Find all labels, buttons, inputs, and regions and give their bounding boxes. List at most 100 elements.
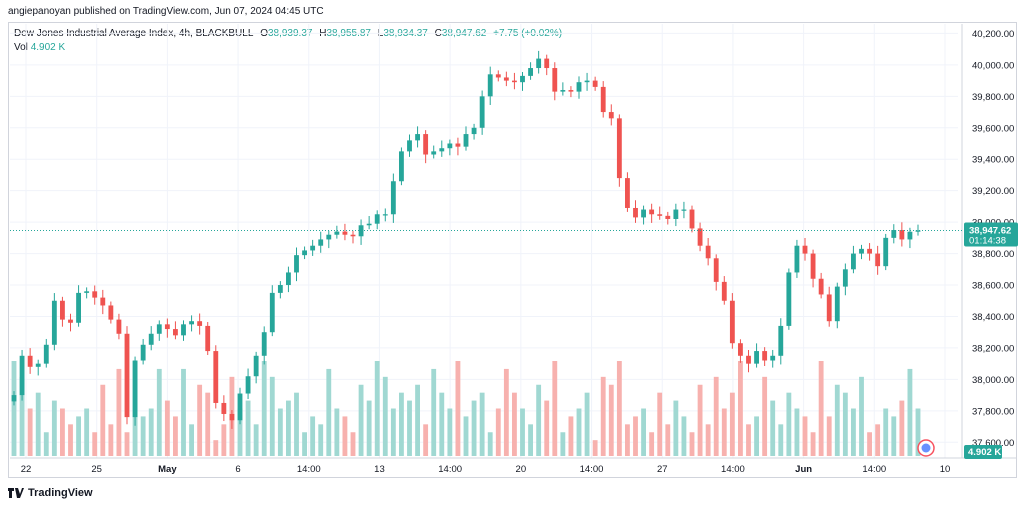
volume-bar <box>439 392 445 456</box>
volume-bar <box>423 424 429 456</box>
brand-label: TradingView <box>28 487 93 499</box>
candle-body <box>76 292 81 323</box>
volume-bar <box>374 361 380 456</box>
volume-bar <box>269 376 275 456</box>
candle-body <box>148 333 154 345</box>
candle-body <box>294 255 299 273</box>
price-tick-label: 37,800.00 <box>972 406 1014 417</box>
candle-body <box>60 300 65 320</box>
candle-body <box>479 96 485 128</box>
volume-bar <box>729 392 735 456</box>
volume-bar <box>399 392 404 456</box>
volume-bar <box>310 416 316 456</box>
candle-body <box>778 325 784 356</box>
candle-body <box>261 332 267 356</box>
volume-bar <box>181 368 186 456</box>
chart-frame <box>8 22 1017 478</box>
time-tick-label: 25 <box>91 464 102 475</box>
volume-bar <box>51 400 57 456</box>
candle-body <box>35 363 41 367</box>
candle-body <box>439 148 445 152</box>
volume-bar <box>164 400 170 456</box>
volume-bar <box>294 392 299 456</box>
price-tick-label: 39,200.00 <box>972 186 1014 197</box>
candle-body <box>584 80 590 83</box>
candle-body <box>834 286 840 322</box>
candle-body <box>415 134 420 141</box>
last-price-tag <box>964 222 1018 247</box>
candle-body <box>907 231 913 240</box>
volume-bar <box>705 424 711 456</box>
price-tick-label: 38,600.00 <box>972 281 1014 292</box>
volume-bar <box>544 400 550 456</box>
candle-body <box>665 215 671 219</box>
tradingview-brand[interactable]: TradingView <box>8 487 93 499</box>
volume-bar <box>463 416 469 456</box>
candle-body <box>818 278 824 295</box>
candle-body <box>738 343 743 356</box>
candle-body <box>520 75 525 83</box>
price-tick-label: 38,200.00 <box>972 343 1014 354</box>
volume-bar <box>899 400 905 456</box>
volume-bar <box>576 408 582 456</box>
candle-body <box>802 245 808 254</box>
volume-tag-label: 4.902 K <box>968 447 1001 458</box>
volume-bar <box>197 384 203 456</box>
volume-bar <box>592 440 598 456</box>
candle-body <box>229 413 235 421</box>
candle-body <box>245 376 251 394</box>
candle-body <box>536 58 542 69</box>
volume-bar <box>818 361 824 456</box>
volume-bar <box>657 392 663 456</box>
candle-body <box>221 402 227 414</box>
volume-bar <box>584 392 590 456</box>
countdown-label: 01:14:38 <box>969 235 1006 246</box>
candle-body <box>867 248 872 254</box>
tradingview-logo-icon <box>8 488 24 498</box>
candle-body <box>697 228 703 246</box>
volume-bar <box>770 400 776 456</box>
volume-bar <box>738 361 743 456</box>
volume-bar <box>245 400 251 456</box>
candle-body <box>883 237 889 267</box>
volume-bar <box>641 408 646 456</box>
volume-value: 4.902 K <box>30 42 66 53</box>
volume-bar <box>366 400 372 456</box>
volume-bar <box>43 432 49 456</box>
candle-body <box>326 234 332 240</box>
volume-bar <box>802 416 808 456</box>
volume-bar <box>649 432 655 456</box>
time-tick-label: 14:00 <box>297 464 321 475</box>
time-tick-label: May <box>158 464 177 475</box>
volume-bar <box>495 408 501 456</box>
candle-body <box>552 68 558 92</box>
volume-bar <box>447 408 453 456</box>
candle-body <box>423 134 429 155</box>
volume-bar <box>883 408 889 456</box>
volume-bar <box>253 424 259 456</box>
volume-bar <box>334 408 340 456</box>
time-tick-label: 10 <box>940 464 951 475</box>
candle-body <box>673 209 679 219</box>
candle-body <box>657 214 663 216</box>
volume-bar <box>205 392 211 456</box>
candle-body <box>721 281 727 301</box>
volume-bar <box>568 416 574 456</box>
volume-bar <box>68 424 73 456</box>
candle-body <box>334 231 340 235</box>
candle-body <box>544 58 550 69</box>
candle-body <box>528 68 533 76</box>
candle-body <box>842 269 848 287</box>
candle-body <box>455 143 461 147</box>
volume-bar <box>76 416 81 456</box>
candle-body <box>915 230 921 232</box>
candle-body <box>156 324 162 334</box>
volume-bar <box>35 392 41 456</box>
volume-bar <box>390 408 396 456</box>
candle-body <box>366 223 372 226</box>
volume-bar <box>358 384 364 456</box>
time-tick-label: 14:00 <box>721 464 745 475</box>
time-tick-label: 22 <box>21 464 32 475</box>
volume-bar <box>665 424 671 456</box>
